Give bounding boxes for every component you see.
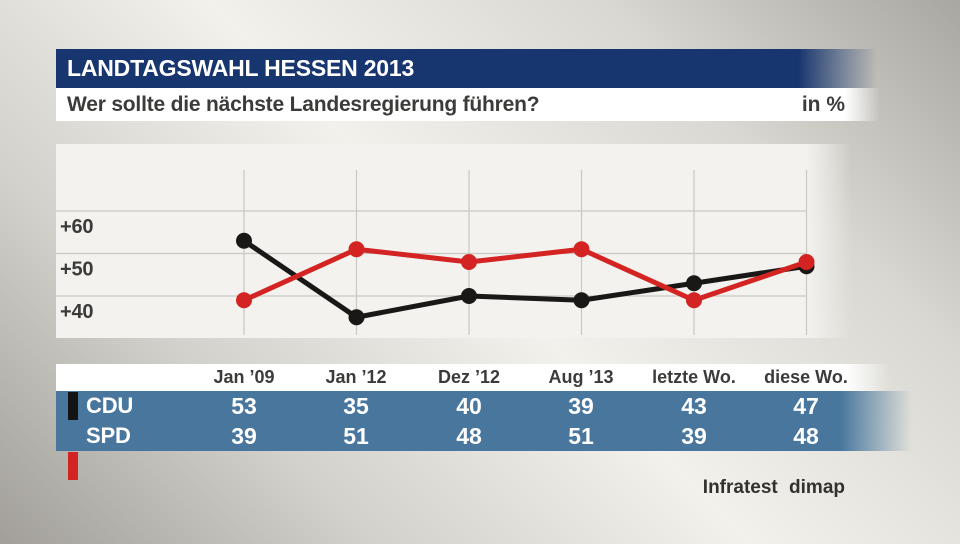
column-header: Dez ’12 — [437, 367, 501, 387]
table-cell: 39 — [568, 393, 594, 419]
column-header: diese Wo. — [764, 367, 848, 387]
line-chart: +60 +50 +40 — [56, 170, 815, 335]
table-header-row: Jan ’09 Jan ’12 Dez ’12 Aug ’13 letzte W… — [56, 364, 890, 391]
table-cell: 47 — [793, 393, 819, 419]
table-row: CDU 53 35 40 39 43 47 — [56, 391, 916, 421]
table-cell: 53 — [231, 393, 257, 419]
table-cell: 51 — [568, 423, 594, 449]
chart-question-title: Wer sollte die nächste Landesregierung f… — [67, 92, 540, 116]
party-label: CDU — [86, 393, 134, 418]
cdu-color-swatch — [68, 392, 78, 420]
table-cell: 40 — [456, 393, 482, 419]
svg-text:+60: +60 — [60, 216, 93, 238]
kicker-bar: LANDTAGSWAHL HESSEN 2013 — [56, 49, 880, 88]
column-header: Aug ’13 — [548, 367, 614, 387]
svg-text:+50: +50 — [60, 259, 93, 281]
column-header: Jan ’12 — [325, 367, 387, 387]
svg-text:+40: +40 — [60, 301, 93, 323]
column-header: letzte Wo. — [652, 367, 736, 387]
table-cell: 39 — [231, 423, 257, 449]
table-cell: 39 — [681, 423, 707, 449]
table-row: SPD 39 51 48 51 39 48 — [56, 421, 916, 480]
table-cell: 35 — [343, 393, 369, 419]
table-cell: 48 — [456, 423, 482, 449]
chart-panel: +60 +50 +40 — [56, 144, 856, 338]
unit-label: in % — [801, 92, 845, 116]
source-attribution: Infratest dimap — [702, 477, 845, 498]
table-cell: 51 — [343, 423, 369, 449]
table-cell: 43 — [681, 393, 707, 419]
spd-color-swatch — [68, 452, 78, 480]
party-label: SPD — [86, 423, 131, 448]
question-bar: Wer sollte die nächste Landesregierung f… — [56, 88, 880, 121]
kicker-title: LANDTAGSWAHL HESSEN 2013 — [67, 55, 415, 81]
table-rows: CDU 53 35 40 39 43 47 SPD 39 51 48 51 39… — [56, 391, 916, 480]
table-cell: 48 — [793, 423, 819, 449]
column-header: Jan ’09 — [213, 367, 275, 387]
